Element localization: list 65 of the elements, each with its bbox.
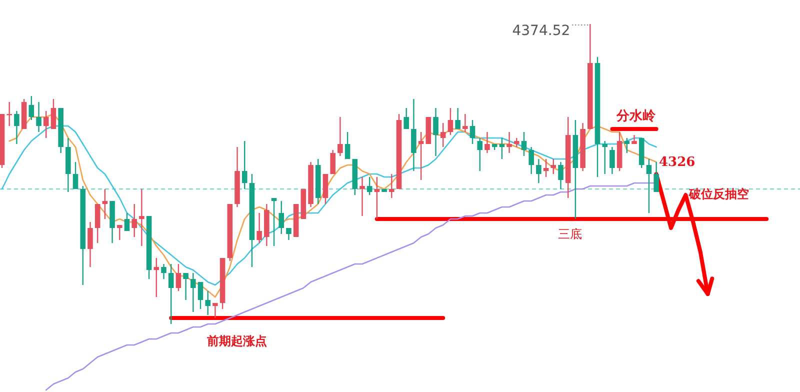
candlestick [242,140,248,190]
candlestick [183,272,188,301]
candlestick [256,212,262,244]
candlestick [521,131,527,157]
candlestick [28,95,34,121]
candlestick [43,110,49,139]
candlestick [654,161,659,193]
candlestick [124,212,130,232]
candlestick [330,149,336,175]
candlestick [132,203,137,238]
candlestick [344,131,350,160]
candlestick [161,263,166,280]
candlestick [198,281,204,310]
candlestick [366,176,372,196]
candlestick [338,116,343,157]
annotation: 4326 [659,155,696,170]
candlestick [168,263,174,325]
candlestick [440,122,446,148]
candlestick [602,140,608,175]
candlestick [550,158,556,175]
candlestick [506,131,512,154]
candlestick [543,158,549,178]
candlestick [484,131,490,154]
candlestick [624,137,630,154]
candlestick [205,290,210,316]
candlestick [455,107,460,130]
candlestick [374,176,380,220]
candlestick [499,137,505,160]
candlestick [176,263,182,292]
candlestick [271,197,277,247]
candlestick [212,302,218,319]
candlestick [610,146,615,175]
candlestick [94,203,100,244]
candlestick [72,161,78,190]
candlestick [88,221,93,268]
candlestick [646,158,652,214]
candlestick [139,188,144,247]
candlestick [286,227,292,241]
annotation: 三底 [558,227,582,241]
candlestick [433,107,438,157]
candlestick [404,107,409,130]
candlestick [154,257,160,298]
annotation: 破位反抽空 [688,187,749,201]
candlestick [360,176,365,217]
candlestick [190,272,196,313]
candlestick [278,200,284,235]
candlestick [528,146,534,175]
candlestick [50,98,56,130]
text: 前期起涨点 [206,334,267,348]
candlestick [14,110,20,145]
candlestick [470,119,476,145]
candlestick [322,173,328,205]
candlestick [389,173,394,199]
candlestick [462,113,468,133]
candlestick [116,224,122,241]
candlestick [418,131,424,181]
annotation: 分水岭 [616,109,656,124]
candlestick [448,107,454,136]
candlestick [536,158,542,184]
candlestick [102,188,108,220]
annotation: 4374.52 [512,23,570,39]
candlestick [36,101,42,133]
candlestick [558,161,564,190]
candlestick [477,137,483,172]
candlestick [411,98,416,172]
